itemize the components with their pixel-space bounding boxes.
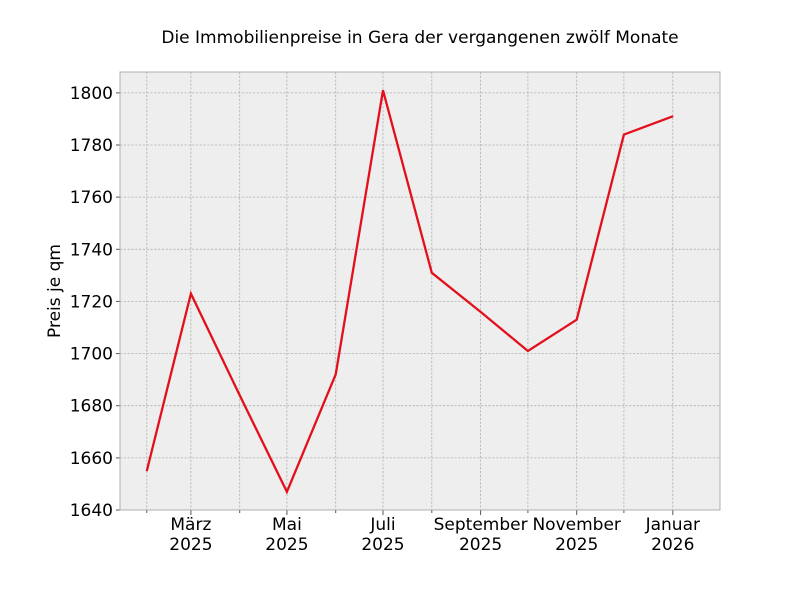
data-point	[672, 115, 674, 117]
y-tick-label: 1760	[70, 188, 113, 208]
grid-lines	[120, 72, 720, 511]
y-tick-labels: 1640 1660 1680 1700 1720 1740 1760 1780 1800	[70, 84, 113, 521]
y-tick-label: 1740	[70, 240, 113, 260]
x-tick-label: März 2025	[169, 515, 212, 555]
x-tick-labels: März 2025 Mai 2025 Juli 2025 September 2025Nove…	[169, 515, 700, 555]
x-tick-label: Mai 2025	[265, 515, 308, 555]
y-tick-label: 1700	[70, 345, 113, 365]
data-point	[146, 470, 148, 472]
data-point	[190, 293, 192, 295]
y-tick-label: 1800	[70, 84, 113, 104]
data-point	[480, 311, 482, 313]
data-point	[239, 394, 241, 396]
y-tick-label: 1680	[70, 397, 113, 417]
y-tick-label: 1720	[70, 292, 113, 312]
y-tick-label: 1660	[70, 449, 113, 469]
series-layer	[145, 89, 674, 495]
data-point	[335, 373, 337, 375]
x-tick-label: Januar 2026	[645, 515, 700, 555]
plot-frame	[119, 71, 721, 511]
data-point	[431, 272, 433, 274]
y-tick-label: 1640	[70, 501, 113, 521]
data-point	[576, 319, 578, 321]
x-tick-label: September 2025	[434, 515, 528, 555]
x-tick-label: Juli 2025	[361, 515, 404, 555]
data-point	[286, 491, 288, 493]
data-point	[382, 89, 384, 91]
data-point	[527, 350, 529, 352]
y-tick-label: 1780	[70, 136, 113, 156]
x-tick-label: November 2025	[532, 515, 620, 555]
y-axis-label: Preis je qm	[45, 244, 65, 338]
series-line	[145, 90, 674, 495]
plot-area	[120, 72, 720, 510]
chart-title: Die Immobilienpreise in Gera der vergang…	[161, 28, 678, 48]
data-point	[623, 134, 625, 136]
